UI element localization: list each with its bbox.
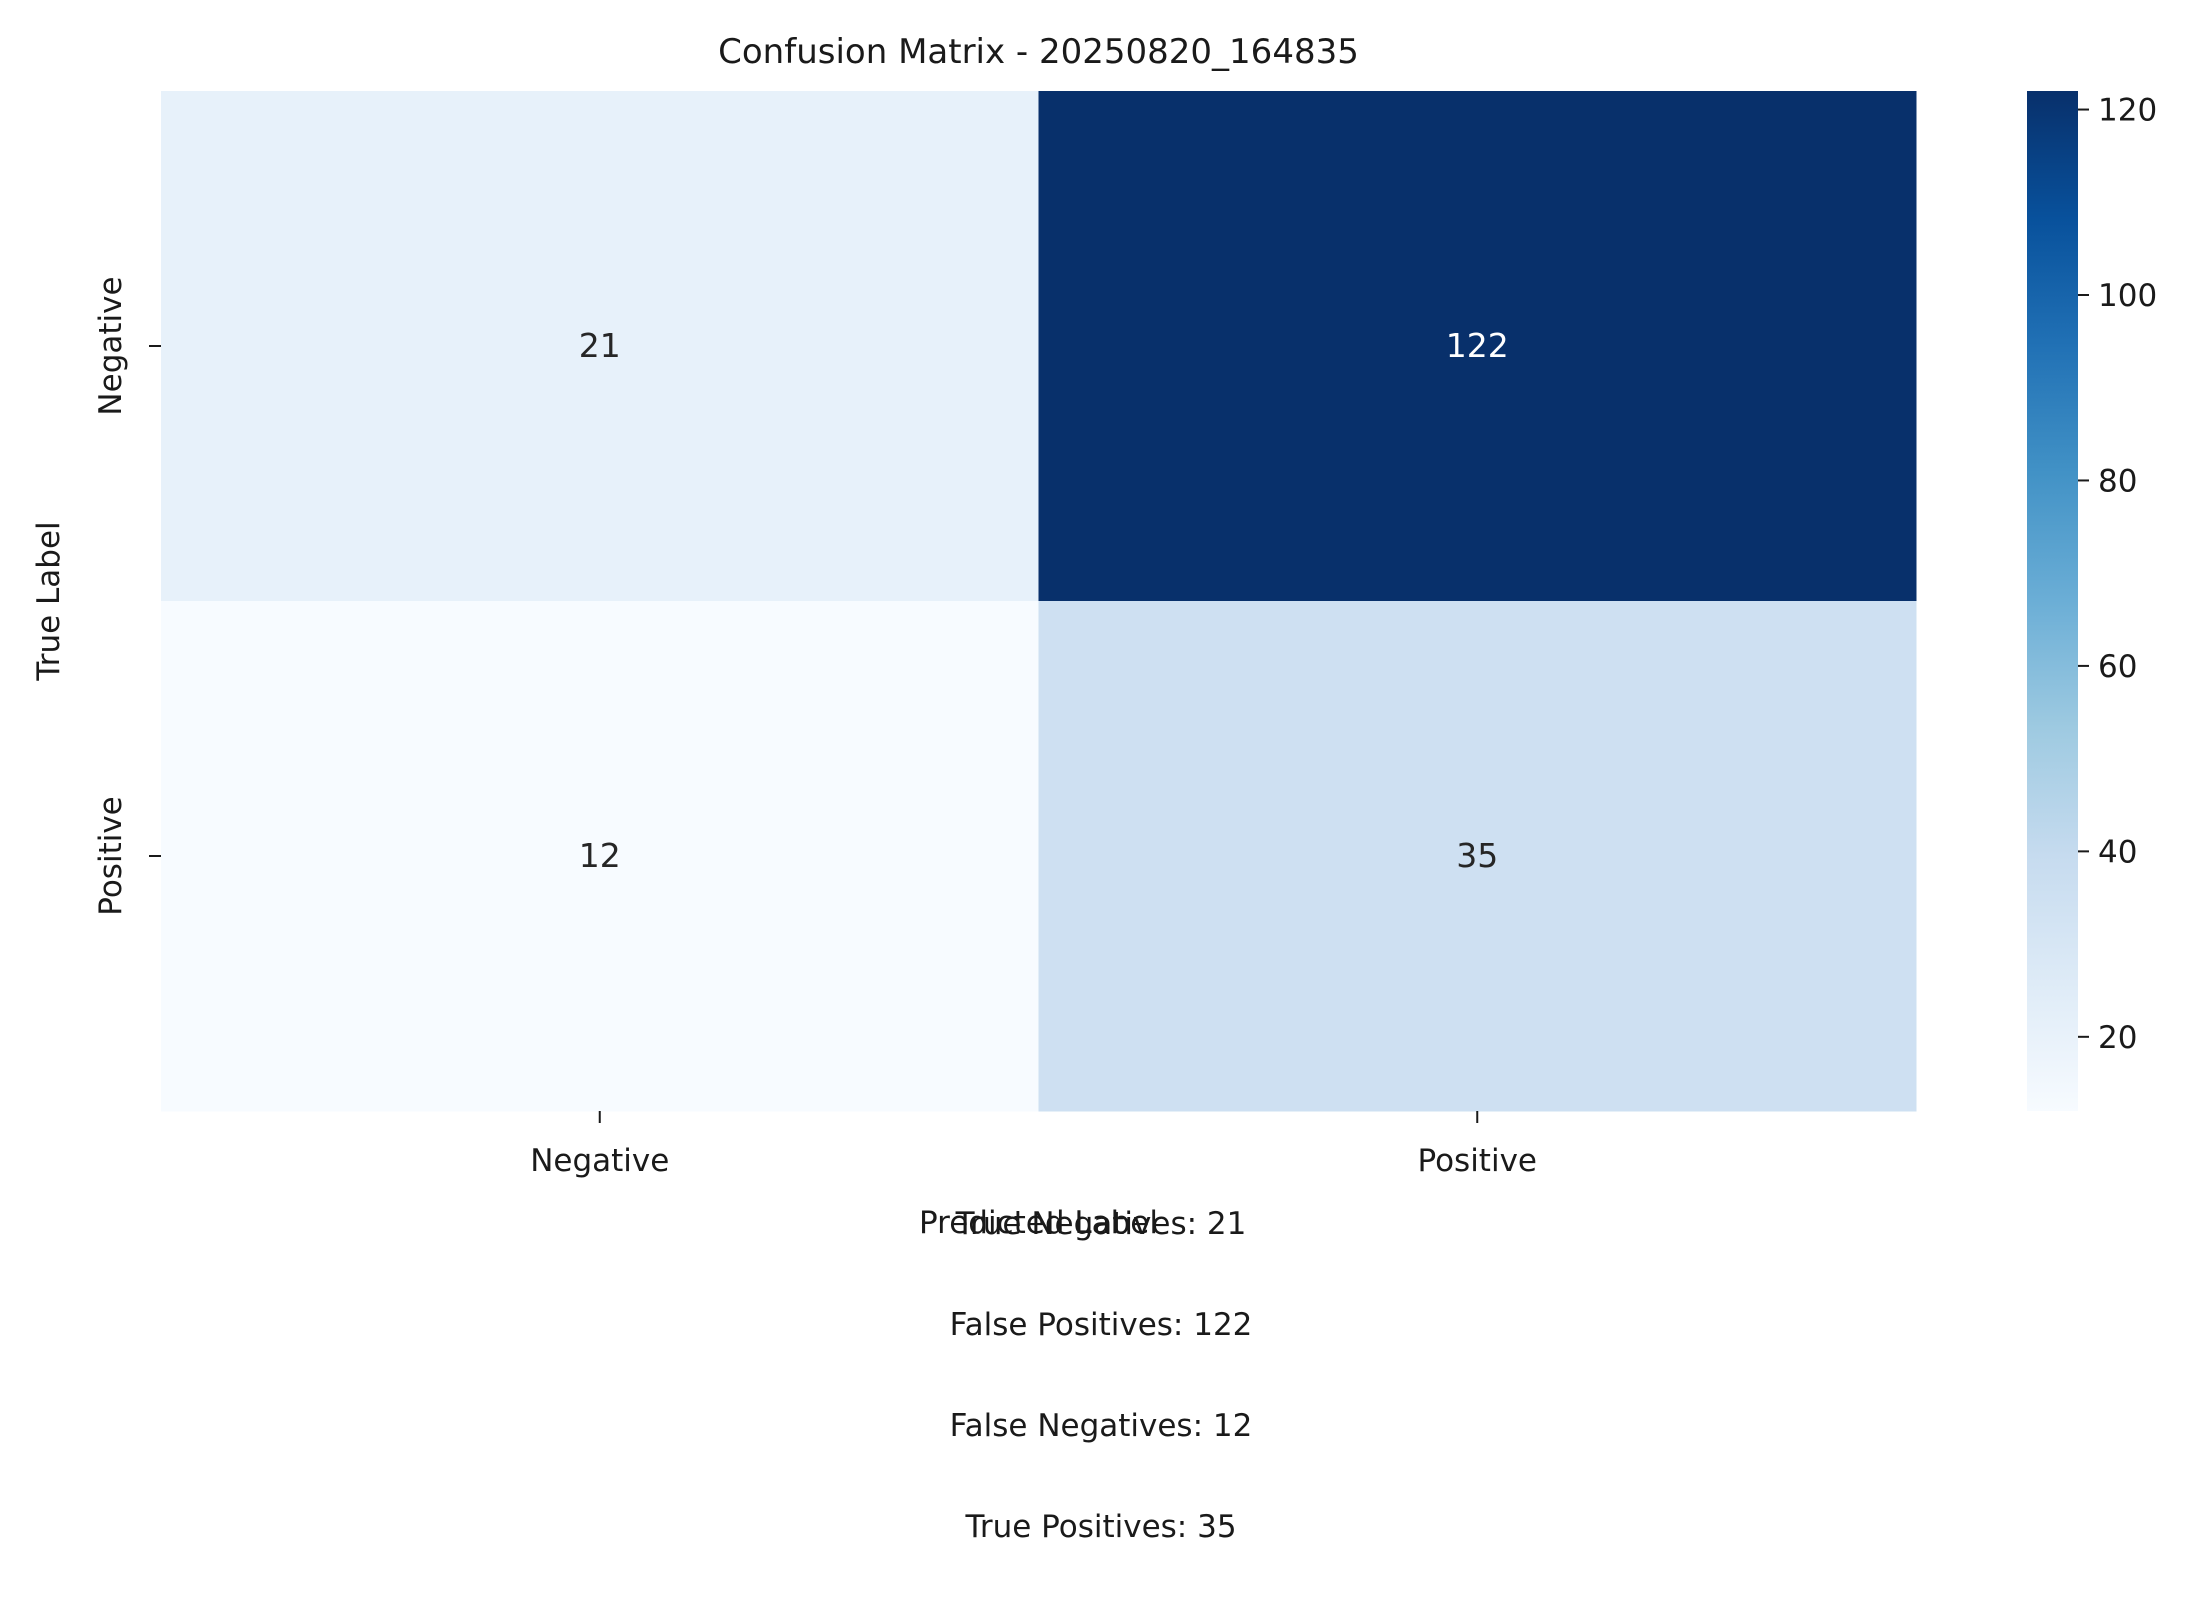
y-tick-label: Positive — [93, 796, 129, 916]
summary-false-negatives: False Negatives: 12 — [949, 1408, 1253, 1444]
heatmap-cells: 21 122 12 35 — [161, 91, 1917, 1112]
heatmap-cell — [161, 91, 1039, 602]
y-axis-label: True Label — [31, 521, 67, 681]
heatmap-cell — [1038, 91, 1917, 602]
cell-value-label: 35 — [1456, 836, 1498, 875]
colorbar-tick-label: 20 — [2098, 1020, 2137, 1056]
cell-value-label: 21 — [579, 326, 621, 365]
cell-value-label: 122 — [1446, 326, 1509, 365]
summary-true-positives: True Positives: 35 — [965, 1509, 1237, 1545]
heatmap-cell — [161, 601, 1039, 1112]
colorbar-tick-label: 60 — [2098, 649, 2137, 685]
colorbar-tick-label: 40 — [2098, 834, 2137, 870]
x-axis-label: Predicted Label — [919, 1205, 1158, 1241]
cell-value-label: 12 — [579, 836, 621, 875]
summary-true-negatives: True Negatives: 21 — [955, 1206, 1247, 1242]
x-tick-label: Negative — [530, 1143, 669, 1179]
colorbar-tick-label: 120 — [2098, 93, 2157, 129]
x-axis-ticks: Negative Positive — [530, 1111, 1537, 1179]
colorbar-ticks: 20 40 60 80 100 120 — [2078, 93, 2157, 1056]
y-axis-ticks: Negative Positive — [93, 276, 161, 916]
x-tick-label: Positive — [1417, 1143, 1537, 1179]
summary-false-positives: False Positives: 122 — [949, 1307, 1253, 1343]
colorbar-tick-label: 80 — [2098, 463, 2137, 499]
heatmap-cell — [1038, 601, 1917, 1112]
y-tick-label: Negative — [93, 276, 129, 415]
chart-title: Confusion Matrix - 20250820_164835 — [718, 32, 1359, 72]
colorbar-tick-label: 100 — [2098, 278, 2157, 314]
colorbar — [2027, 91, 2078, 1111]
